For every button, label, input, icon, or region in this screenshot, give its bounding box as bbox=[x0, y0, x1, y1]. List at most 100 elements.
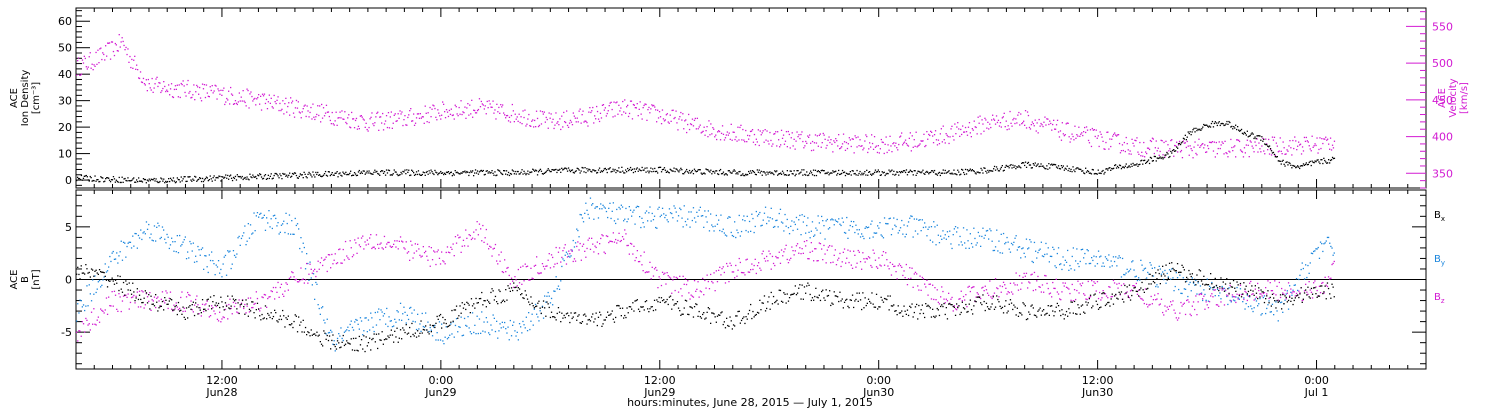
data-point bbox=[457, 172, 459, 174]
data-point bbox=[900, 172, 902, 174]
data-point bbox=[488, 332, 490, 334]
data-point bbox=[146, 179, 148, 181]
data-point bbox=[510, 114, 513, 117]
data-point bbox=[635, 107, 637, 109]
data-point bbox=[360, 237, 363, 239]
data-point bbox=[346, 174, 348, 176]
data-point bbox=[1095, 290, 1097, 292]
data-point bbox=[1273, 314, 1275, 316]
data-point bbox=[616, 208, 618, 211]
data-point bbox=[79, 299, 81, 301]
data-point bbox=[1031, 273, 1033, 275]
data-point bbox=[355, 242, 357, 244]
data-point bbox=[381, 247, 383, 249]
data-point bbox=[959, 174, 961, 176]
data-point bbox=[596, 171, 599, 174]
data-point bbox=[831, 245, 833, 247]
data-point bbox=[453, 336, 455, 338]
data-point bbox=[1183, 142, 1185, 144]
data-point bbox=[1146, 152, 1148, 155]
data-point bbox=[1037, 132, 1039, 134]
data-point bbox=[491, 106, 493, 108]
data-point bbox=[627, 169, 630, 172]
data-point bbox=[1069, 264, 1071, 267]
data-point bbox=[222, 176, 224, 178]
data-point bbox=[1139, 141, 1141, 144]
data-point bbox=[444, 111, 446, 113]
data-point bbox=[199, 307, 201, 309]
data-point bbox=[848, 137, 850, 139]
data-point bbox=[285, 97, 287, 99]
data-point bbox=[1225, 152, 1227, 154]
data-point bbox=[983, 237, 985, 239]
data-point bbox=[445, 326, 447, 328]
data-point bbox=[785, 174, 788, 176]
data-point bbox=[1318, 148, 1320, 151]
data-point bbox=[1051, 296, 1053, 298]
data-point bbox=[566, 124, 569, 127]
data-point bbox=[1297, 289, 1299, 292]
data-point bbox=[260, 173, 262, 176]
data-point bbox=[1072, 135, 1074, 138]
data-point bbox=[516, 170, 518, 173]
data-point bbox=[320, 307, 323, 309]
data-point bbox=[703, 172, 705, 174]
data-point bbox=[742, 272, 744, 274]
data-point bbox=[314, 176, 316, 178]
data-point bbox=[878, 171, 880, 173]
data-point bbox=[1292, 164, 1294, 167]
data-point bbox=[603, 206, 605, 208]
data-point bbox=[677, 170, 679, 172]
data-point bbox=[1251, 145, 1253, 147]
data-point bbox=[391, 127, 393, 129]
top-panel-frame bbox=[75, 7, 1427, 189]
data-point bbox=[963, 171, 965, 174]
data-point bbox=[1000, 126, 1002, 128]
data-point bbox=[357, 125, 360, 127]
data-point bbox=[525, 316, 527, 318]
data-point bbox=[189, 294, 191, 297]
data-point bbox=[102, 310, 104, 312]
data-point bbox=[252, 232, 254, 234]
data-point bbox=[292, 112, 295, 114]
data-point bbox=[894, 224, 896, 226]
data-point bbox=[389, 320, 391, 322]
data-point bbox=[1281, 153, 1283, 155]
data-point bbox=[238, 176, 240, 178]
data-point bbox=[885, 252, 887, 254]
data-point bbox=[484, 173, 486, 176]
data-point bbox=[1317, 246, 1319, 249]
data-point bbox=[737, 173, 739, 175]
data-point bbox=[796, 170, 798, 172]
data-point bbox=[969, 132, 971, 134]
data-point bbox=[409, 174, 411, 177]
data-point bbox=[981, 287, 983, 289]
data-point bbox=[493, 174, 495, 176]
data-point bbox=[922, 169, 924, 171]
data-point bbox=[637, 170, 639, 172]
data-point bbox=[869, 171, 871, 173]
data-point bbox=[261, 296, 263, 298]
data-point bbox=[906, 284, 909, 286]
data-point bbox=[1155, 160, 1157, 162]
data-point bbox=[572, 260, 574, 263]
data-point bbox=[412, 170, 414, 172]
data-point bbox=[86, 176, 88, 178]
data-point bbox=[841, 143, 844, 145]
data-point bbox=[625, 233, 627, 235]
data-point bbox=[135, 68, 137, 70]
data-point bbox=[965, 247, 967, 249]
data-point bbox=[1154, 147, 1156, 149]
data-point bbox=[609, 202, 611, 204]
data-point bbox=[175, 302, 177, 304]
data-point bbox=[185, 296, 188, 298]
data-point bbox=[152, 179, 154, 181]
data-point bbox=[1035, 250, 1037, 252]
data-point bbox=[284, 290, 286, 292]
data-point bbox=[822, 170, 824, 172]
data-point bbox=[81, 179, 84, 181]
data-point bbox=[806, 224, 808, 227]
data-point bbox=[761, 224, 763, 226]
data-point bbox=[100, 286, 102, 288]
data-point bbox=[210, 89, 212, 92]
